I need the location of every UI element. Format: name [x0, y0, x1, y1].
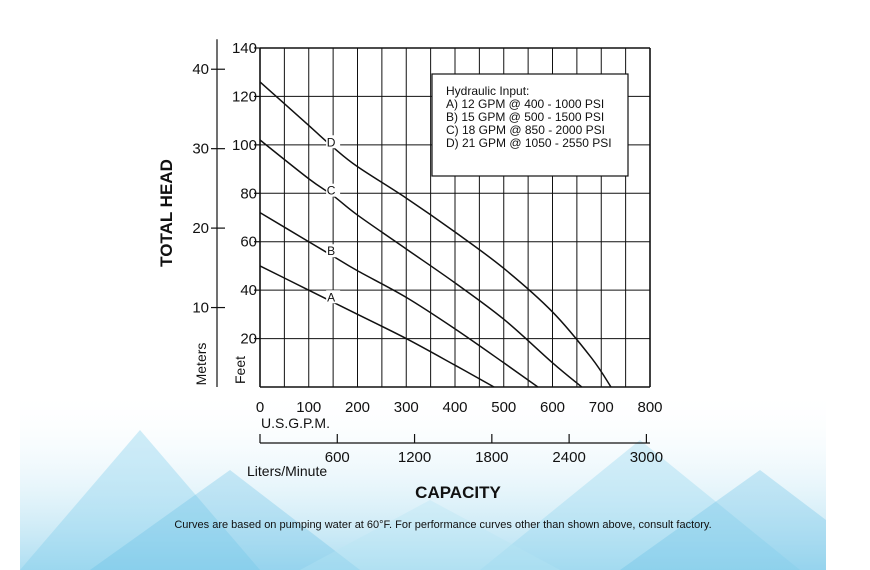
x-axis-title: CAPACITY	[415, 483, 501, 502]
curve-label-b: B	[327, 244, 335, 258]
y-meters-tick-label: 30	[192, 141, 209, 158]
y-feet-tick-label: 40	[240, 282, 257, 299]
curve-label-bg	[326, 183, 341, 197]
performance-curves: A B C D	[259, 81, 612, 388]
x-axis-lpm-label: Liters/Minute	[247, 463, 327, 479]
y-axis-title: TOTAL HEAD	[157, 159, 176, 267]
legend-entry-c: C) 18 GPM @ 850 - 2000 PSI	[446, 123, 605, 137]
x-lpm-tick-label: 600	[325, 449, 350, 466]
curve-label-d: D	[327, 135, 336, 149]
footnote: Curves are based on pumping water at 60°…	[174, 519, 711, 531]
x-lpm-tick-label: 1800	[475, 449, 508, 466]
curve-label-bg	[326, 244, 341, 258]
x-lpm-tick-label: 3000	[630, 449, 663, 466]
x-gpm-tick-label: 400	[442, 399, 467, 416]
y-meters-tick-label: 40	[192, 61, 209, 78]
y-feet-tick-label: 80	[240, 185, 257, 202]
x-gpm-tick-label: 600	[540, 399, 565, 416]
legend-entry-a: A) 12 GPM @ 400 - 1000 PSI	[446, 97, 604, 111]
legend-entry-d: D) 21 GPM @ 1050 - 2550 PSI	[446, 136, 612, 150]
x-axis-gpm-label: U.S.G.P.M.	[261, 415, 330, 431]
y-feet-tick-label: 100	[232, 137, 257, 154]
y-feet-tick-label: 20	[240, 331, 257, 348]
x-lpm-tick-label: 1200	[398, 449, 431, 466]
x-lpm-tick-label: 2400	[552, 449, 585, 466]
y-axis-meters-label: Meters	[193, 343, 209, 386]
x-gpm-tick-label: 100	[296, 399, 321, 416]
plot-grid	[259, 47, 651, 388]
curve-label-bg	[326, 135, 341, 149]
x-gpm-tick-label: 0	[256, 399, 264, 416]
y-feet-tick-label: 140	[232, 40, 257, 57]
x-gpm-tick-label: 700	[589, 399, 614, 416]
curve-d	[259, 81, 612, 388]
x-gpm-tick-label: 500	[491, 399, 516, 416]
curve-b	[259, 212, 539, 388]
x-gpm-tick-label: 800	[637, 399, 662, 416]
curve-c	[259, 139, 583, 388]
y-meters-tick-label: 10	[192, 300, 209, 317]
y-axis-feet-label: Feet	[232, 356, 248, 384]
y-feet-tick-label: 120	[232, 88, 257, 105]
legend: Hydraulic Input: A) 12 GPM @ 400 - 1000 …	[431, 73, 629, 177]
y-feet-tick-label: 60	[240, 234, 257, 251]
legend-title: Hydraulic Input:	[446, 84, 529, 98]
x-gpm-tick-label: 300	[394, 399, 419, 416]
curve-label-c: C	[327, 184, 336, 198]
curve-label-a: A	[327, 290, 335, 304]
curve-a	[259, 265, 495, 388]
curve-label-bg	[326, 290, 341, 304]
legend-entry-b: B) 15 GPM @ 500 - 1500 PSI	[446, 110, 604, 124]
x-gpm-tick-label: 200	[345, 399, 370, 416]
y-meters-tick-label: 20	[192, 220, 209, 237]
